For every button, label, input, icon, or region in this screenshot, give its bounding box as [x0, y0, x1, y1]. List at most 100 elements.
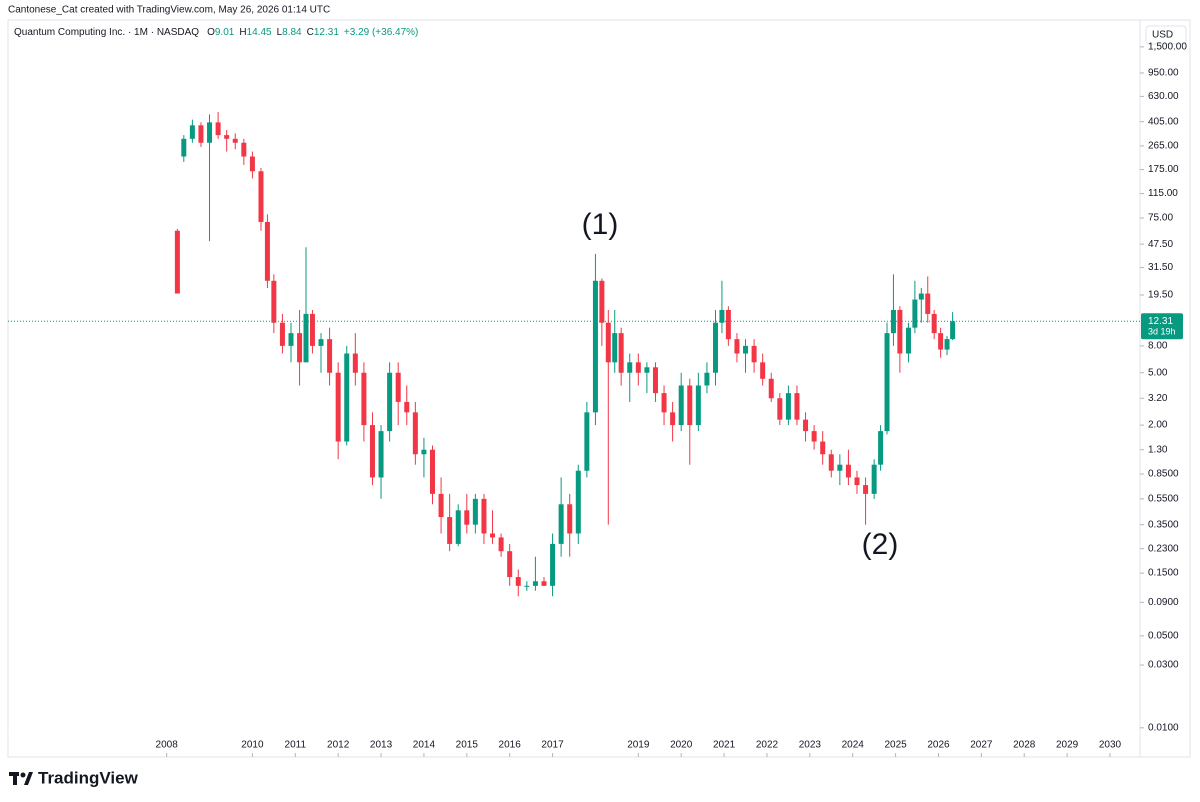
candle-body: [318, 339, 324, 346]
candle: [635, 353, 641, 386]
candle: [224, 130, 230, 152]
x-tick-label: 2008: [156, 740, 179, 751]
header: Cantonese_Cat created with TradingView.c…: [8, 5, 330, 16]
y-tick-label: 47.50: [1148, 239, 1173, 250]
candle-body: [652, 367, 658, 394]
candle: [421, 437, 427, 478]
candle: [264, 214, 270, 289]
candle-body: [271, 280, 277, 323]
candle-body: [695, 385, 701, 426]
candle-body: [751, 345, 757, 363]
ohlc-value: 8.84: [282, 27, 302, 38]
y-tick-label: 75.00: [1148, 213, 1173, 224]
candle-body: [395, 372, 401, 402]
candle-body: [725, 309, 731, 340]
ohlc-label: H: [239, 27, 246, 38]
y-tick-label: 0.0500: [1148, 630, 1179, 641]
x-tick-label: 2019: [627, 740, 650, 751]
candle: [309, 309, 315, 354]
candle: [541, 577, 547, 586]
candle-body: [863, 485, 869, 494]
candle: [438, 477, 444, 534]
candle-body: [743, 345, 749, 354]
candle: [207, 114, 213, 242]
candle-body: [189, 125, 195, 139]
candle-body: [472, 498, 478, 525]
candle-body: [567, 504, 573, 534]
candle-body: [635, 362, 641, 373]
x-tick-label: 2011: [285, 740, 307, 751]
candle: [335, 362, 341, 460]
currency[interactable]: USD: [1152, 30, 1173, 41]
candle: [725, 306, 731, 346]
candle: [803, 412, 809, 442]
candle: [464, 493, 470, 534]
x-tick-label: 2020: [670, 740, 693, 751]
y-tick-label: 0.0100: [1148, 722, 1179, 733]
brand: TradingView: [38, 768, 139, 787]
candle: [481, 493, 487, 544]
candle-body: [232, 138, 238, 143]
x-tick-label: 2015: [456, 740, 479, 751]
candle: [318, 333, 324, 373]
chart-frame: [7, 19, 1191, 758]
candle: [575, 464, 581, 544]
y-tick-label: 3.20: [1148, 393, 1168, 404]
candle: [258, 167, 264, 231]
candle-body: [768, 378, 774, 399]
candle-body: [303, 313, 309, 363]
candle-body: [412, 412, 418, 455]
candle: [249, 151, 255, 179]
candle: [912, 280, 918, 334]
x-tick-label: 2012: [327, 740, 350, 751]
candle-body: [438, 493, 444, 518]
candle-body: [704, 372, 710, 386]
candle: [627, 353, 633, 402]
candle-body: [644, 367, 650, 373]
candle-body: [335, 372, 341, 442]
candle: [288, 322, 294, 363]
y-tick-label: 115.00: [1148, 188, 1178, 199]
candle: [687, 378, 693, 465]
candle-body: [507, 551, 513, 578]
candle: [524, 581, 530, 591]
candle-body: [687, 385, 693, 426]
candle-body: [207, 122, 213, 143]
ohlc-value: 12.31: [314, 27, 339, 38]
y-tick-label: 1.30: [1148, 444, 1168, 455]
candle-body: [584, 412, 590, 471]
x-tick-label: 2026: [927, 740, 950, 751]
candle-body: [224, 135, 230, 139]
candle-body: [845, 464, 851, 478]
candle-body: [618, 333, 624, 373]
candle: [931, 309, 937, 340]
y-tick-label: 2.00: [1148, 420, 1168, 431]
y-tick-label: 0.5500: [1148, 493, 1179, 504]
candle: [950, 312, 956, 341]
candle: [743, 339, 749, 373]
ohlc-label: L: [277, 27, 283, 38]
candle: [550, 533, 556, 597]
x-tick-label: 2013: [370, 740, 393, 751]
brand-logo: [9, 772, 33, 785]
candle: [174, 228, 180, 294]
legend: Quantum Computing Inc. · 1M · NASDAQ O9.0…: [14, 27, 418, 38]
candle-body: [249, 156, 255, 172]
candle-body: [905, 327, 911, 354]
candle: [498, 533, 504, 557]
candle: [447, 493, 453, 552]
candle: [599, 278, 605, 346]
candle: [592, 253, 598, 426]
candle-body: [279, 322, 285, 346]
candle-body: [713, 322, 718, 373]
price-tag-value: 12.31: [1148, 316, 1173, 327]
candle: [871, 459, 877, 499]
candle-body: [760, 362, 766, 379]
candle: [854, 470, 860, 494]
currency-box[interactable]: [1145, 25, 1187, 45]
candle: [785, 385, 791, 426]
x-tick-label: 2030: [1099, 740, 1122, 751]
candle-body: [481, 498, 487, 534]
y-tick-label: 31.50: [1148, 262, 1173, 273]
